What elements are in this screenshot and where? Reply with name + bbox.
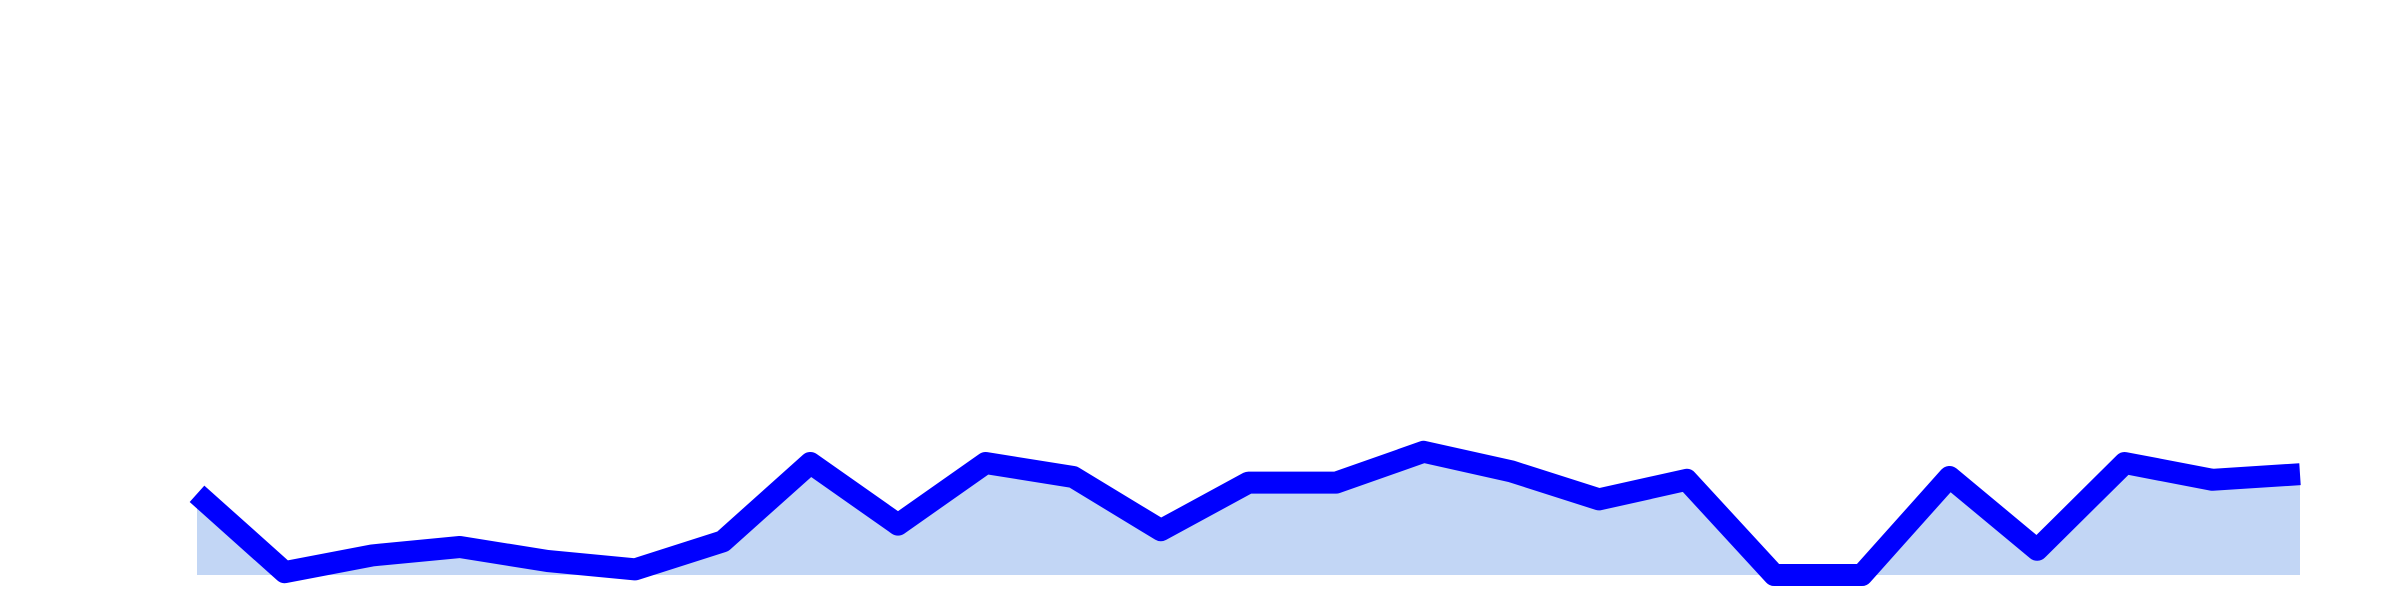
line-layer [189, 440, 2301, 586]
series-line-0 [189, 440, 2301, 586]
